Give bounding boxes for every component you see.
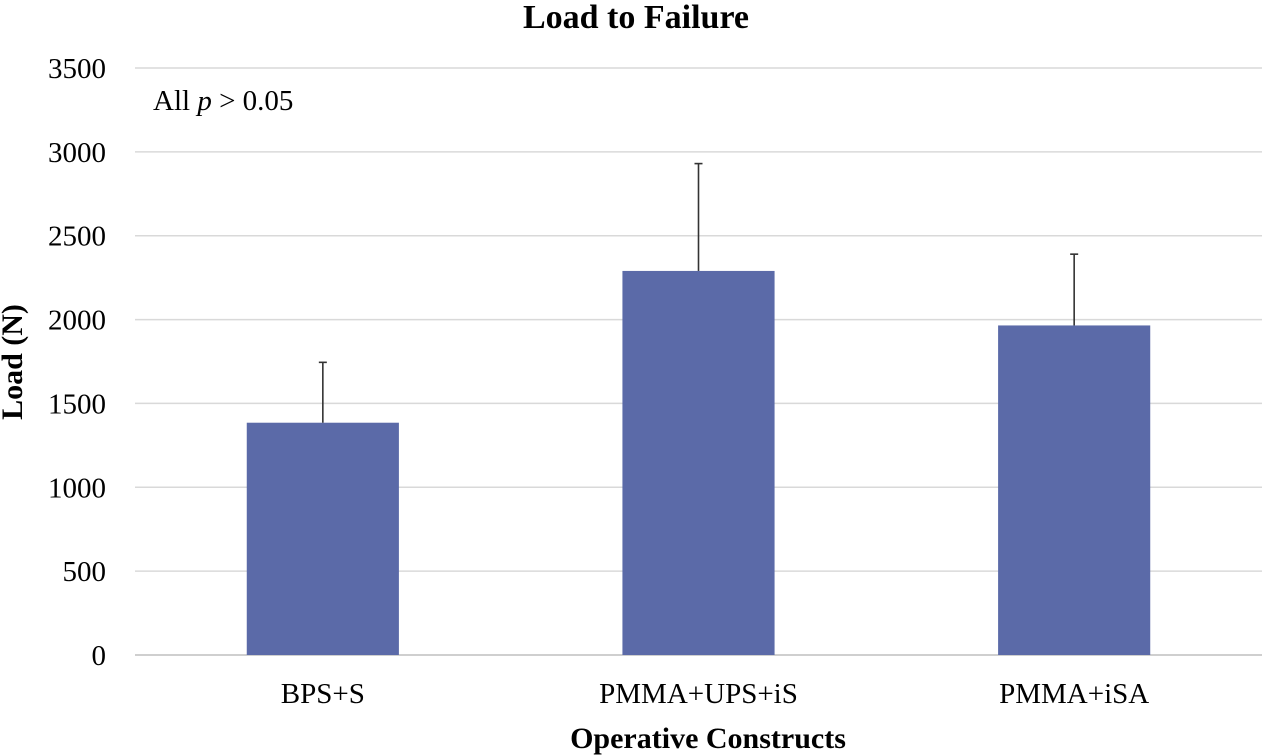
error-bars-layer: [318, 162, 1079, 423]
y-tick-label: 2500: [48, 221, 106, 253]
y-tick-label: 3500: [48, 53, 106, 85]
x-category-label: PMMA+iSA: [999, 678, 1149, 710]
x-axis-category-labels: BPS+S PMMA+UPS+iS PMMA+iSA: [281, 678, 1149, 710]
y-tick-label: 3000: [48, 137, 106, 169]
annotation-suffix: > 0.05: [212, 85, 294, 117]
bar: [246, 422, 399, 655]
annotation-prefix: All: [153, 85, 197, 117]
chart-title: Load to Failure: [523, 0, 749, 36]
y-tick-label: 500: [63, 556, 107, 588]
bar: [622, 270, 775, 655]
bars-layer: [246, 270, 1151, 655]
y-axis-ticks: 0 500 1000 1500 2000 2500 3000 3500: [48, 53, 106, 672]
annotation-p-symbol: p: [195, 85, 212, 117]
significance-annotation: All p > 0.05: [153, 85, 293, 117]
x-category-label: BPS+S: [281, 678, 365, 710]
y-tick-label: 0: [92, 640, 107, 672]
y-tick-label: 1500: [48, 388, 106, 420]
x-category-label: PMMA+UPS+iS: [599, 678, 798, 710]
x-axis-label: Operative Constructs: [570, 722, 846, 755]
y-tick-label: 2000: [48, 305, 106, 337]
bar: [998, 325, 1151, 655]
y-axis-label: Load (N): [0, 304, 29, 420]
y-tick-label: 1000: [48, 472, 106, 504]
